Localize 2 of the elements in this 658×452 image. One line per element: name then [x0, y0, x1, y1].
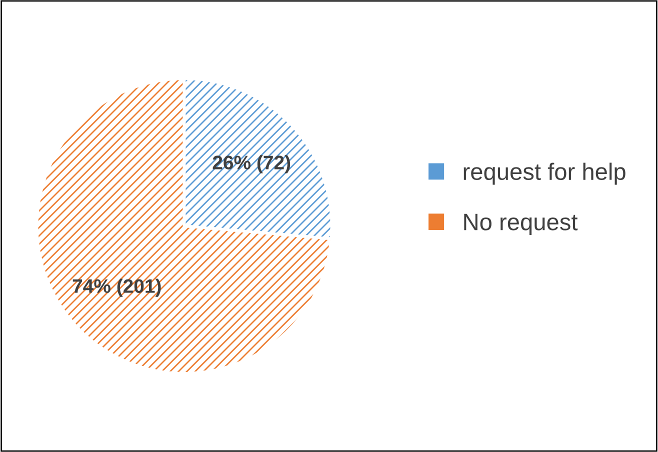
legend-label: request for help — [464, 162, 626, 185]
legend-label: No request — [464, 214, 578, 236]
